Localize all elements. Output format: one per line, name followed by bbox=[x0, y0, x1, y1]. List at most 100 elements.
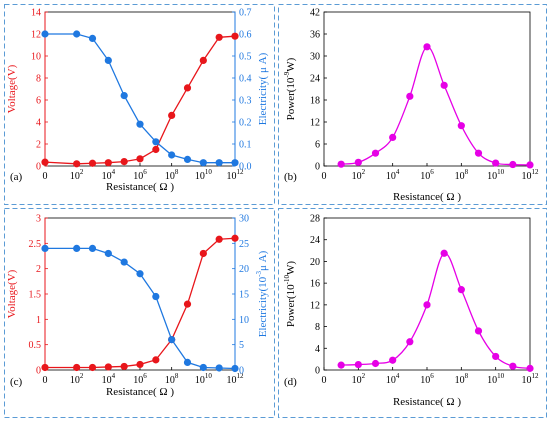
data-point bbox=[88, 159, 97, 167]
y2-tick-label: 0.4 bbox=[239, 74, 252, 85]
data-point bbox=[136, 360, 144, 369]
data-point bbox=[526, 364, 534, 372]
data-point bbox=[73, 363, 81, 372]
data-point bbox=[440, 249, 448, 257]
data-point bbox=[371, 359, 380, 368]
chart-d: 0 102 104 106 108 1010 1012 0 4 8 12 16 20 24 28 Resist… bbox=[283, 214, 539, 409]
x-axis-label: Resistance( Ω ) bbox=[106, 386, 174, 398]
data-point bbox=[183, 84, 192, 92]
panel-label: (b) bbox=[284, 171, 297, 183]
data-point bbox=[492, 352, 500, 361]
x-tick-label: 1012 bbox=[522, 168, 540, 182]
data-point bbox=[526, 161, 534, 169]
x-tick-label: 1010 bbox=[195, 168, 213, 182]
plot-frame bbox=[323, 11, 531, 167]
data-point bbox=[423, 301, 431, 309]
x-tick-label: 106 bbox=[420, 372, 434, 386]
panel-label: (d) bbox=[284, 376, 297, 388]
y-tick-label: 1.5 bbox=[29, 290, 42, 301]
data-point bbox=[88, 34, 97, 43]
x-tick-label: 104 bbox=[102, 372, 116, 386]
data-point bbox=[389, 356, 397, 364]
y-axis-label: Voltage(V) bbox=[6, 269, 18, 318]
x-tick-label: 0 bbox=[43, 171, 48, 182]
y-tick-label: 12 bbox=[310, 118, 320, 129]
y-tick-label: 0 bbox=[36, 162, 41, 173]
panel-border-b bbox=[278, 4, 547, 205]
data-point bbox=[457, 122, 465, 130]
x-tick-label: 106 bbox=[133, 372, 147, 386]
data-point bbox=[88, 363, 97, 372]
y2-tick-label: 0.1 bbox=[239, 140, 252, 151]
data-point bbox=[168, 151, 176, 159]
data-point bbox=[509, 160, 517, 169]
data-point bbox=[199, 249, 207, 258]
y-tick-label: 30 bbox=[310, 52, 320, 63]
x-tick-label: 0 bbox=[43, 375, 48, 386]
y-tick-label: 4 bbox=[36, 118, 41, 129]
x-axis-label: Resistance( Ω ) bbox=[393, 396, 461, 408]
y-tick-label: 28 bbox=[310, 214, 320, 225]
x-tick-label: 1010 bbox=[195, 372, 213, 386]
x-tick-label: 1010 bbox=[487, 372, 505, 386]
y2-tick-label: 20 bbox=[239, 264, 249, 275]
x-tick-label: 106 bbox=[133, 168, 147, 182]
data-point bbox=[215, 159, 223, 167]
y-tick-label: 1 bbox=[36, 315, 41, 326]
y-tick-label: 2 bbox=[36, 264, 41, 275]
data-point bbox=[104, 56, 112, 64]
data-point bbox=[406, 338, 414, 346]
panel-label: (a) bbox=[10, 171, 23, 183]
y-tick-label: 0.5 bbox=[29, 340, 42, 351]
x-tick-label: 0 bbox=[322, 375, 327, 386]
y-tick-label: 24 bbox=[310, 74, 320, 85]
y-tick-label: 36 bbox=[310, 30, 320, 41]
plot-frame bbox=[44, 217, 236, 371]
data-point bbox=[337, 160, 345, 168]
data-point bbox=[73, 160, 81, 168]
x-tick-label: 104 bbox=[386, 372, 400, 386]
x-tick-label: 1012 bbox=[522, 372, 540, 386]
y-tick-label: 14 bbox=[31, 8, 41, 19]
data-point bbox=[371, 149, 380, 157]
plot-frame bbox=[323, 217, 531, 371]
data-point bbox=[215, 33, 223, 41]
data-point bbox=[215, 364, 223, 372]
data-point bbox=[406, 92, 414, 100]
y-tick-label: 2.5 bbox=[29, 239, 42, 250]
series-line-0 bbox=[341, 252, 531, 370]
series-line-0 bbox=[341, 46, 531, 166]
y-tick-label: 0 bbox=[315, 162, 320, 173]
data-point bbox=[337, 361, 345, 369]
data-point bbox=[41, 244, 49, 252]
x-tick-label: 102 bbox=[352, 372, 366, 386]
y-tick-label: 4 bbox=[315, 344, 320, 355]
y-tick-label: 6 bbox=[315, 140, 320, 151]
x-axis-label: Resistance( Ω ) bbox=[393, 191, 461, 203]
y2-tick-label: 0.5 bbox=[239, 52, 252, 63]
y2-tick-label: 0.7 bbox=[239, 8, 252, 19]
data-point bbox=[136, 120, 144, 128]
x-tick-label: 108 bbox=[165, 372, 179, 386]
y2-tick-label: 30 bbox=[239, 214, 249, 225]
y-tick-label: 3 bbox=[36, 214, 41, 225]
data-point bbox=[120, 258, 128, 266]
series-line-1 bbox=[45, 247, 236, 370]
y-tick-label: 6 bbox=[36, 96, 41, 107]
y2-axis-label: Electricity( μ A) bbox=[257, 52, 269, 125]
data-point bbox=[152, 145, 160, 154]
data-point bbox=[183, 358, 192, 366]
y2-tick-label: 15 bbox=[239, 290, 249, 301]
x-tick-label: 1012 bbox=[227, 168, 245, 182]
x-tick-label: 108 bbox=[455, 168, 469, 182]
data-point bbox=[136, 155, 144, 163]
y-tick-label: 8 bbox=[315, 322, 320, 333]
data-point bbox=[183, 155, 192, 163]
y2-tick-label: 0.3 bbox=[239, 96, 252, 107]
data-point bbox=[231, 234, 239, 242]
data-point bbox=[509, 362, 517, 370]
data-point bbox=[457, 286, 465, 294]
y-tick-label: 24 bbox=[310, 235, 320, 246]
data-point bbox=[41, 30, 49, 38]
